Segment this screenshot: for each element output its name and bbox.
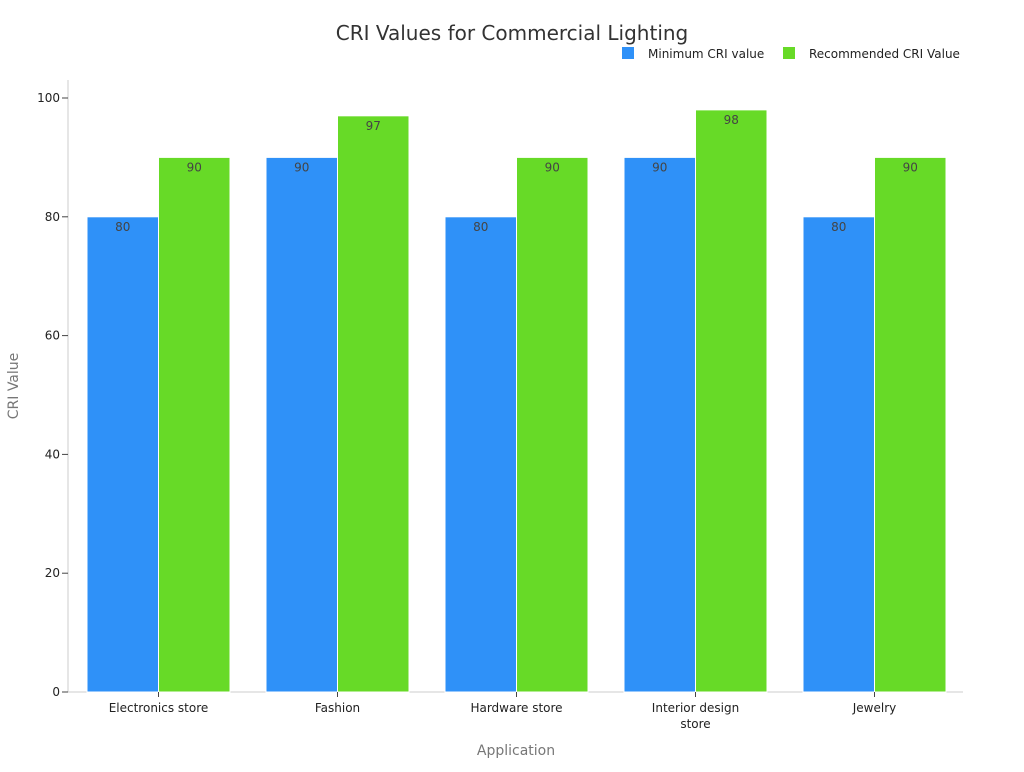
bar-recommended bbox=[158, 156, 231, 693]
y-axis-ticks: 0 20 40 60 80 100 bbox=[37, 91, 68, 699]
x-tick-label: Hardware store bbox=[470, 701, 562, 715]
bar-recommended bbox=[874, 156, 947, 693]
bar-recommended bbox=[695, 109, 768, 693]
y-tick-label: 40 bbox=[45, 447, 60, 461]
x-tick-label: Electronics store bbox=[109, 701, 209, 715]
x-tick-label: Fashion bbox=[315, 701, 360, 715]
y-tick-label: 0 bbox=[52, 685, 60, 699]
x-tick-label: Interior design store bbox=[652, 701, 739, 731]
data-label: 80 bbox=[115, 220, 130, 234]
x-tick-label-line: Fashion bbox=[315, 701, 360, 715]
legend-label: Recommended CRI Value bbox=[809, 47, 960, 61]
data-label: 90 bbox=[187, 160, 202, 174]
bar-minimum bbox=[623, 156, 696, 693]
legend-swatch bbox=[622, 47, 634, 59]
legend-label: Minimum CRI value bbox=[648, 47, 764, 61]
bar-minimum bbox=[86, 216, 159, 693]
bar-recommended bbox=[516, 156, 589, 693]
x-tick-label-line: Jewelry bbox=[852, 701, 897, 715]
bar-minimum bbox=[444, 216, 517, 693]
legend-swatch bbox=[783, 47, 795, 59]
data-label: 90 bbox=[652, 160, 667, 174]
data-label: 90 bbox=[903, 160, 918, 174]
data-label: 80 bbox=[473, 220, 488, 234]
y-tick-label: 20 bbox=[45, 566, 60, 580]
x-tick-label-line: Interior design bbox=[652, 701, 739, 715]
y-tick-label: 100 bbox=[37, 91, 60, 105]
y-axis-title: CRI Value bbox=[6, 353, 22, 420]
data-labels-group: 80 90 80 90 80 90 97 90 98 90 bbox=[115, 113, 918, 234]
bar-minimum bbox=[265, 156, 338, 693]
data-label: 97 bbox=[366, 119, 381, 133]
data-label: 98 bbox=[724, 113, 739, 127]
bar-recommended bbox=[337, 115, 410, 693]
data-label: 90 bbox=[545, 160, 560, 174]
x-axis-ticks: Electronics store Fashion Hardware store In… bbox=[109, 692, 897, 731]
bar-minimum bbox=[802, 216, 875, 693]
y-tick-label: 80 bbox=[45, 210, 60, 224]
data-label: 90 bbox=[294, 160, 309, 174]
x-tick-label: Jewelry bbox=[852, 701, 897, 715]
legend: Minimum CRI value Recommended CRI Value bbox=[622, 47, 960, 61]
x-tick-label-line: Electronics store bbox=[109, 701, 209, 715]
x-axis-title: Application bbox=[477, 743, 555, 759]
chart-title: CRI Values for Commercial Lighting bbox=[336, 21, 689, 45]
bars-group bbox=[86, 109, 947, 693]
y-tick-label: 60 bbox=[45, 329, 60, 343]
x-tick-label-line: Hardware store bbox=[470, 701, 562, 715]
data-label: 80 bbox=[831, 220, 846, 234]
x-tick-label-line: store bbox=[680, 717, 710, 731]
